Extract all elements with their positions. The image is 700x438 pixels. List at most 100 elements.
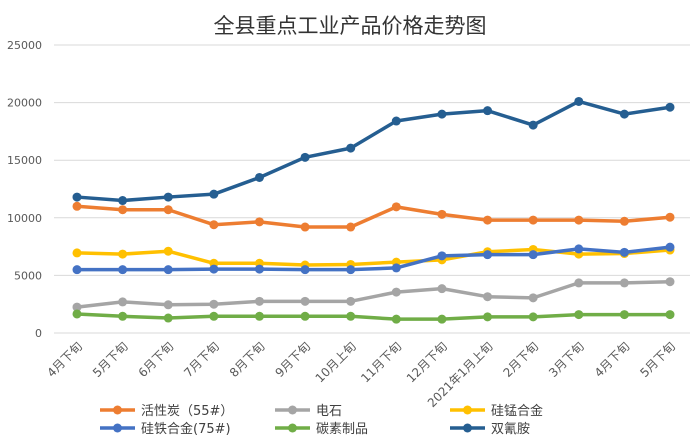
y-tick-label: 10000 bbox=[7, 212, 42, 225]
legend-label: 双氰胺 bbox=[491, 421, 530, 437]
data-point bbox=[163, 265, 173, 275]
legend-item: 活性炭（55#） bbox=[100, 404, 233, 419]
series-双氰胺 bbox=[72, 96, 675, 206]
data-point bbox=[118, 196, 128, 206]
legend-marker bbox=[113, 405, 122, 415]
x-tick-label: 7月下旬 bbox=[181, 339, 222, 380]
data-point bbox=[254, 296, 264, 306]
data-point bbox=[72, 302, 82, 312]
data-point bbox=[665, 310, 675, 320]
x-tick-label: 5月下旬 bbox=[90, 339, 131, 380]
data-point bbox=[346, 265, 356, 275]
data-point bbox=[483, 250, 493, 260]
legend-marker bbox=[113, 423, 122, 433]
data-point bbox=[483, 312, 493, 322]
series-硅铁合金(75#) bbox=[72, 242, 675, 275]
data-point bbox=[72, 192, 82, 202]
data-point bbox=[254, 264, 264, 274]
legend-label: 电石 bbox=[316, 404, 342, 419]
data-point bbox=[574, 215, 584, 225]
data-point bbox=[665, 212, 675, 222]
x-tick-label: 10月上旬 bbox=[313, 339, 359, 385]
data-point bbox=[300, 311, 310, 321]
data-point bbox=[118, 297, 128, 307]
data-point bbox=[118, 265, 128, 275]
data-point bbox=[665, 242, 675, 252]
legend-item: 硅铁合金(75#) bbox=[100, 421, 231, 437]
data-point bbox=[209, 264, 219, 274]
legend-label: 碳素制品 bbox=[316, 422, 368, 437]
data-point bbox=[391, 202, 401, 212]
legend-item: 电石 bbox=[275, 404, 342, 419]
y-tick-label: 20000 bbox=[7, 97, 42, 110]
data-point bbox=[346, 296, 356, 306]
data-point bbox=[118, 249, 128, 259]
x-tick-label: 5月下旬 bbox=[637, 339, 678, 380]
legend-marker bbox=[288, 405, 297, 415]
x-tick-label: 4月下旬 bbox=[592, 339, 633, 380]
data-point bbox=[209, 189, 219, 199]
series-line bbox=[77, 245, 671, 272]
data-point bbox=[163, 246, 173, 256]
data-point bbox=[574, 278, 584, 288]
series-line bbox=[76, 99, 671, 203]
data-point bbox=[391, 287, 401, 297]
data-point bbox=[437, 109, 447, 119]
series-line bbox=[76, 247, 671, 267]
x-tick-label: 9月下旬 bbox=[272, 339, 313, 380]
x-tick-label: 6月下旬 bbox=[136, 339, 177, 380]
data-point bbox=[619, 278, 629, 288]
series-line bbox=[76, 204, 671, 229]
legend-label: 硅锰合金 bbox=[491, 403, 543, 419]
data-point bbox=[346, 222, 356, 232]
data-point bbox=[437, 314, 447, 324]
data-point bbox=[300, 222, 310, 232]
data-point bbox=[300, 152, 310, 162]
data-point bbox=[163, 300, 173, 310]
data-point bbox=[528, 293, 538, 303]
series-电石 bbox=[72, 277, 675, 312]
legend-marker bbox=[463, 405, 472, 415]
legend-marker bbox=[288, 423, 297, 433]
series-line bbox=[76, 312, 670, 321]
y-tick-label: 0 bbox=[35, 327, 42, 340]
legend-item: 硅锰合金 bbox=[450, 403, 543, 419]
data-point bbox=[72, 265, 82, 275]
data-point bbox=[574, 244, 584, 254]
data-point bbox=[619, 216, 629, 226]
data-point bbox=[528, 250, 538, 260]
legend-marker bbox=[463, 423, 472, 433]
data-point bbox=[619, 310, 629, 320]
series-碳素制品 bbox=[72, 309, 675, 324]
x-tick-label: 8月下旬 bbox=[227, 339, 268, 380]
data-point bbox=[163, 205, 173, 215]
data-point bbox=[118, 205, 128, 215]
data-point bbox=[300, 265, 310, 275]
data-point bbox=[437, 284, 447, 294]
data-point bbox=[437, 209, 447, 219]
data-point bbox=[72, 309, 82, 319]
data-point bbox=[209, 299, 219, 309]
data-point bbox=[391, 263, 401, 273]
data-point bbox=[346, 311, 356, 321]
series-line bbox=[76, 279, 671, 309]
data-point bbox=[209, 311, 219, 321]
x-tick-label: 4月下旬 bbox=[44, 339, 85, 380]
data-point bbox=[72, 248, 82, 258]
data-point bbox=[72, 201, 82, 211]
data-point bbox=[483, 292, 493, 302]
data-point bbox=[163, 192, 173, 202]
legend-item: 双氰胺 bbox=[450, 421, 530, 437]
data-point bbox=[483, 106, 493, 116]
data-point bbox=[665, 102, 675, 112]
x-tick-label: 11月下旬 bbox=[358, 339, 404, 385]
legend-item: 碳素制品 bbox=[275, 422, 368, 437]
data-point bbox=[300, 296, 310, 306]
data-point bbox=[163, 313, 173, 323]
data-point bbox=[391, 314, 401, 324]
data-point bbox=[619, 109, 629, 119]
data-point bbox=[665, 277, 675, 287]
data-point bbox=[391, 116, 401, 126]
